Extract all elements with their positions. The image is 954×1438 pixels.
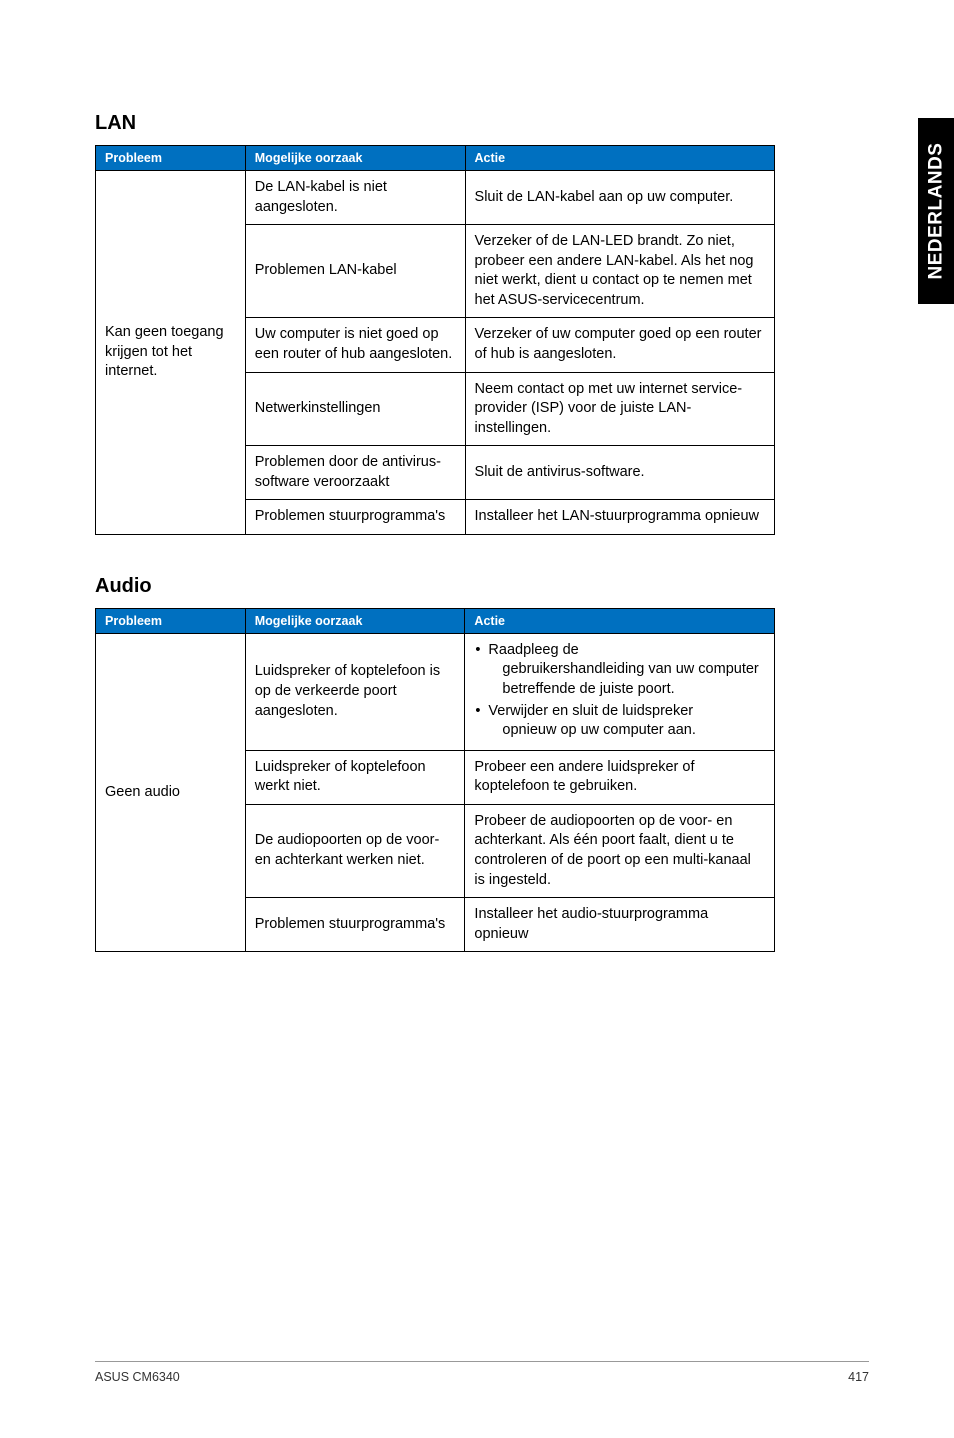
action-cell: Sluit de antivirus-software. bbox=[465, 446, 774, 500]
header-action: Actie bbox=[465, 146, 774, 171]
audio-table: Probleem Mogelijke oorzaak Actie Geen au… bbox=[95, 608, 775, 952]
header-cause: Mogelijke oorzaak bbox=[245, 146, 465, 171]
footer-left: ASUS CM6340 bbox=[95, 1370, 180, 1384]
action-cell: Installeer het LAN-stuurprogramma opnieu… bbox=[465, 500, 774, 535]
cause-cell: Problemen stuurprogramma's bbox=[245, 500, 465, 535]
cause-cell: Luidspreker of koptelefoon is op de verk… bbox=[245, 633, 465, 750]
table-header-row: Probleem Mogelijke oorzaak Actie bbox=[96, 608, 775, 633]
header-problem: Probleem bbox=[96, 146, 246, 171]
cause-cell: Luidspreker of koptelefoon werkt niet. bbox=[245, 750, 465, 804]
list-item: Verwijder en sluit de luidspreker opnieu… bbox=[474, 702, 765, 741]
main-content: LAN Probleem Mogelijke oorzaak Actie Kan… bbox=[95, 112, 775, 992]
header-problem: Probleem bbox=[96, 608, 246, 633]
cause-cell: De LAN-kabel is niet aangesloten. bbox=[245, 171, 465, 225]
table-row: Kan geen toegang krijgen tot het interne… bbox=[96, 171, 775, 225]
table-header-row: Probleem Mogelijke oorzaak Actie bbox=[96, 146, 775, 171]
language-tab: NEDERLANDS bbox=[918, 118, 954, 304]
action-cell: Verzeker of uw computer goed op een rout… bbox=[465, 318, 774, 372]
action-cell: Raadpleeg de gebruikershandleiding van u… bbox=[465, 633, 775, 750]
page-footer: ASUS CM6340 417 bbox=[95, 1361, 869, 1384]
action-cell: Neem contact op met uw internet service-… bbox=[465, 372, 774, 446]
header-action: Actie bbox=[465, 608, 775, 633]
action-cell: Installeer het audio-stuurprogramma opni… bbox=[465, 898, 775, 952]
lan-title: LAN bbox=[95, 112, 775, 135]
cause-cell: Netwerkinstellingen bbox=[245, 372, 465, 446]
action-cell: Sluit de LAN-kabel aan op uw computer. bbox=[465, 171, 774, 225]
problem-cell: Geen audio bbox=[96, 633, 246, 951]
table-row: Geen audio Luidspreker of koptelefoon is… bbox=[96, 633, 775, 750]
action-cell: Probeer de audiopoorten op de voor- en a… bbox=[465, 804, 775, 897]
language-tab-label: NEDERLANDS bbox=[925, 143, 947, 280]
action-cell: Verzeker of de LAN-LED brandt. Zo niet, … bbox=[465, 225, 774, 318]
cause-cell: Uw computer is niet goed op een router o… bbox=[245, 318, 465, 372]
cause-cell: Problemen LAN-kabel bbox=[245, 225, 465, 318]
cause-cell: Problemen stuurprogramma's bbox=[245, 898, 465, 952]
cause-cell: Problemen door de antivirus-software ver… bbox=[245, 446, 465, 500]
list-item: Raadpleeg de gebruikershandleiding van u… bbox=[474, 641, 765, 700]
action-list: Raadpleeg de gebruikershandleiding van u… bbox=[474, 641, 765, 741]
action-cell: Probeer een andere luidspreker of koptel… bbox=[465, 750, 775, 804]
cause-cell: De audiopoorten op de voor- en achterkan… bbox=[245, 804, 465, 897]
footer-right: 417 bbox=[848, 1370, 869, 1384]
lan-table: Probleem Mogelijke oorzaak Actie Kan gee… bbox=[95, 145, 775, 535]
audio-title: Audio bbox=[95, 575, 775, 598]
problem-cell: Kan geen toegang krijgen tot het interne… bbox=[96, 171, 246, 535]
header-cause: Mogelijke oorzaak bbox=[245, 608, 465, 633]
